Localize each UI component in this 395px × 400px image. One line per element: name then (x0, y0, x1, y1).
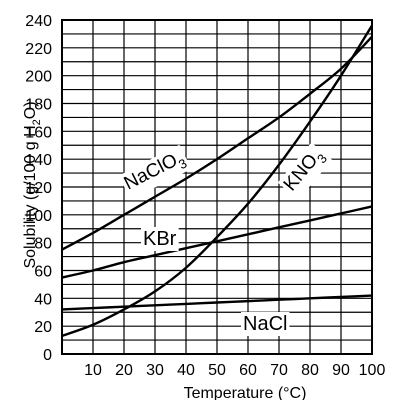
y-tick-label: 80 (34, 236, 52, 253)
series-lines (61, 24, 374, 338)
x-tick-label: 50 (208, 362, 226, 379)
y-tick-label: 120 (25, 180, 52, 197)
y-tick-label: 200 (25, 69, 52, 86)
x-tick-label: 30 (146, 362, 164, 379)
series-label-backdrop (118, 144, 192, 200)
series-label-kbr: KBr (143, 228, 177, 250)
x-tick-label: 90 (332, 362, 350, 379)
series-line-nacl (61, 294, 373, 311)
plot-frame (61, 19, 373, 355)
y-tick-label: 60 (34, 264, 52, 281)
series-label-group: NaCl (241, 312, 290, 336)
y-tick-label: 180 (25, 97, 52, 114)
y-tick-label: 140 (25, 152, 52, 169)
series-line-kbr (61, 205, 373, 279)
x-axis-title: Temperature (°C) (184, 385, 307, 400)
series-label-group: KBr (141, 227, 179, 251)
x-tick-label: 10 (84, 362, 102, 379)
series-label-backdrop (241, 312, 290, 336)
x-tick-label: 40 (177, 362, 195, 379)
x-tick-label: 60 (239, 362, 257, 379)
tick-labels: 0 20 40 60 80 100 120 140 160 180 200 220 240 10 20 30 4… (25, 13, 385, 379)
y-axis-title: Solubility (g/100 g H2O) (22, 101, 43, 268)
y-tick-label: 20 (34, 319, 52, 336)
series-label-group: KNO3 (277, 142, 333, 200)
series-label-nacl: NaCl (243, 313, 287, 335)
x-tick-label: 80 (301, 362, 319, 379)
y-tick-label: 100 (25, 208, 52, 225)
y-tick-label: 160 (25, 124, 52, 141)
y-tick-label: 0 (43, 347, 52, 364)
x-tick-label: 100 (359, 362, 386, 379)
series-line-naclo3 (61, 35, 373, 251)
y-tick-label: 220 (25, 41, 52, 58)
y-tick-label: 240 (25, 13, 52, 30)
series-label-backdrop (277, 142, 333, 200)
grid (61, 19, 373, 355)
x-tick-label: 20 (115, 362, 133, 379)
x-tick-label: 70 (270, 362, 288, 379)
series-line-kno3 (61, 24, 374, 338)
series-label-backdrop (141, 227, 179, 251)
y-tick-label: 40 (34, 291, 52, 308)
